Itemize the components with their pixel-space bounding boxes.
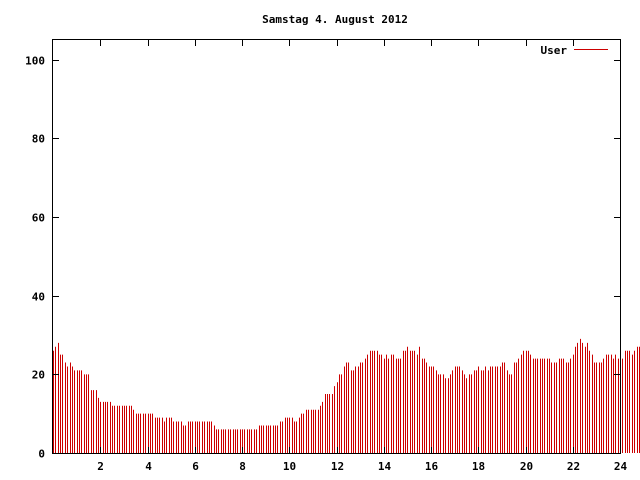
y-tick-label: 20 xyxy=(32,369,45,382)
y-tick-label: 80 xyxy=(32,133,45,146)
x-tick-label: 14 xyxy=(378,460,392,473)
x-tick-label: 10 xyxy=(283,460,296,473)
x-tick-label: 12 xyxy=(331,460,344,473)
x-tick-label: 6 xyxy=(192,460,199,473)
x-tick-label: 16 xyxy=(425,460,439,473)
x-tick-label: 2 xyxy=(97,460,104,473)
y-tick-label: 100 xyxy=(25,55,45,68)
y-tick-label: 0 xyxy=(38,448,45,461)
x-tick-label: 18 xyxy=(472,460,485,473)
bars-group xyxy=(53,338,640,453)
x-tick-label: 22 xyxy=(567,460,580,473)
legend: User xyxy=(541,44,608,57)
x-tick-label: 8 xyxy=(239,460,246,473)
y-tick-label: 60 xyxy=(32,212,45,225)
y-tick-label: 40 xyxy=(32,291,45,304)
chart-title: Samstag 4. August 2012 xyxy=(262,13,408,26)
x-tick-label: 4 xyxy=(145,460,152,473)
x-tick-label: 20 xyxy=(520,460,533,473)
x-tick-label: 24 xyxy=(614,460,628,473)
legend-label-user: User xyxy=(541,44,568,57)
plot-frame xyxy=(52,39,621,454)
